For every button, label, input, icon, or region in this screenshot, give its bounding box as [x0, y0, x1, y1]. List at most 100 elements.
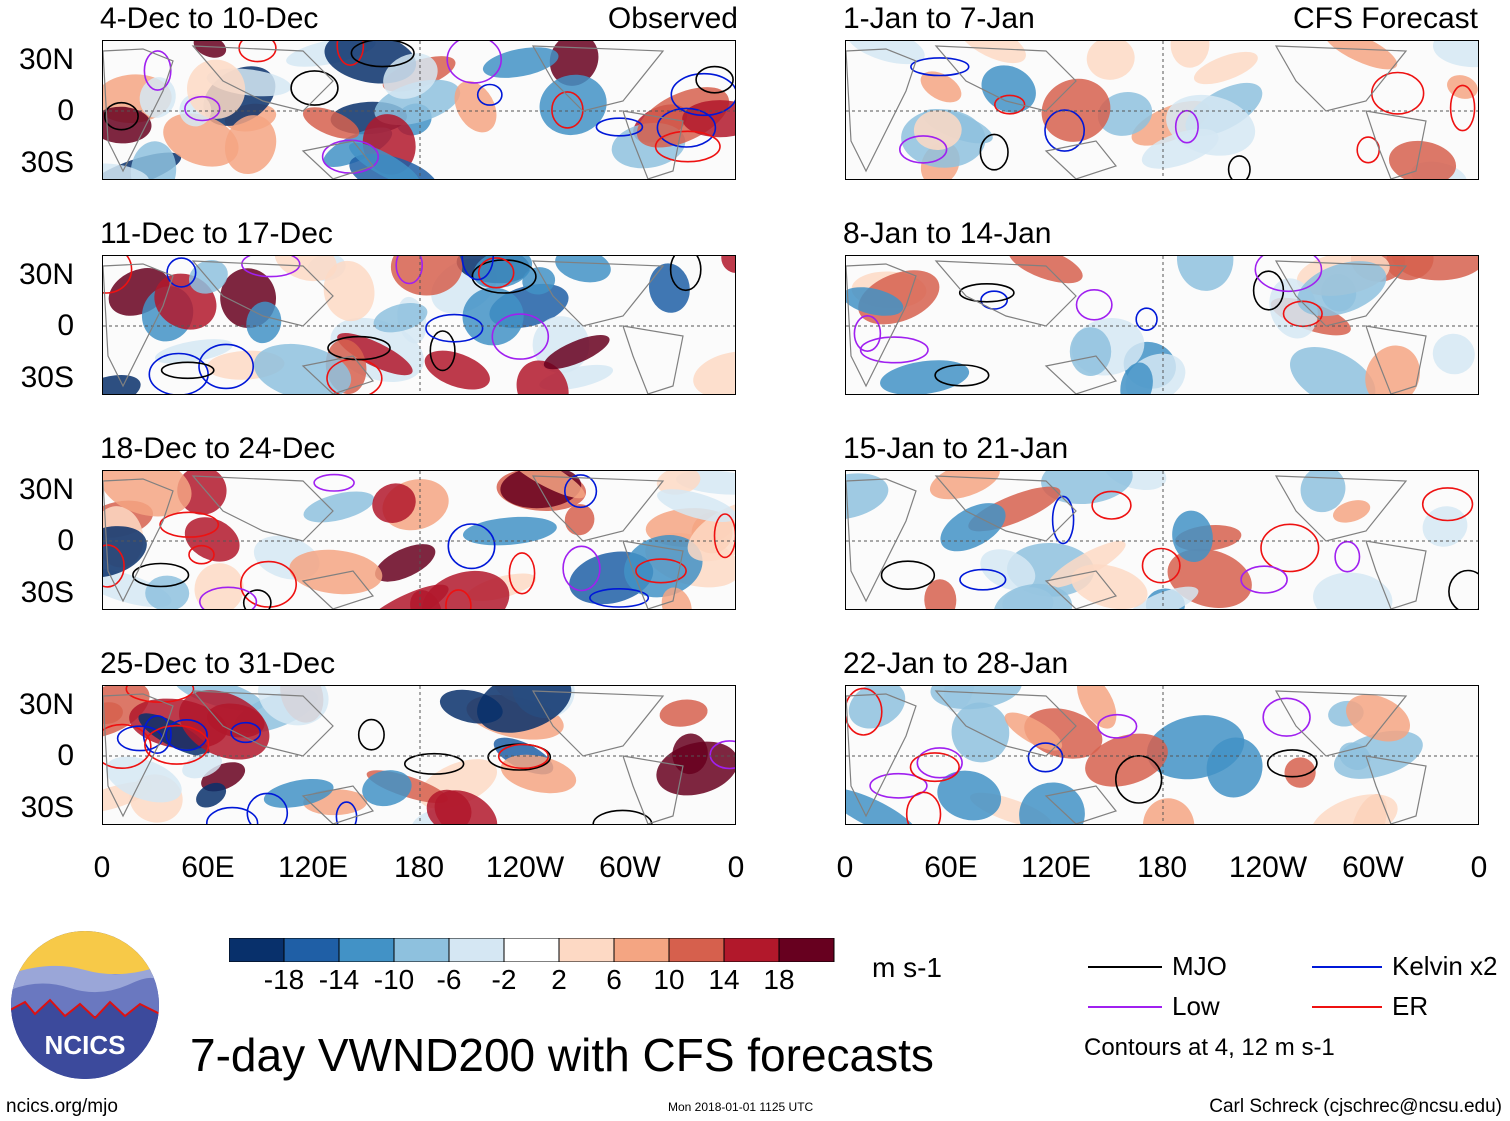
contour-line [695, 65, 734, 94]
anomaly-blob [1008, 256, 1083, 284]
anomaly-blob [1206, 737, 1263, 798]
anomaly-blob [848, 686, 906, 729]
contour-line [1227, 155, 1251, 179]
anomaly-blob [289, 549, 383, 595]
contour-line [184, 95, 221, 122]
anomaly-blob [103, 375, 141, 394]
anomaly-blob [439, 689, 503, 724]
anomaly-blob [1041, 78, 1111, 142]
legend-line-kelvin [1312, 966, 1382, 968]
coastline [622, 755, 684, 824]
contour-line [709, 740, 735, 770]
lon-label: 60W [1342, 851, 1404, 884]
map-panel [102, 470, 736, 610]
anomaly-blob [1422, 506, 1468, 547]
contour-line [125, 686, 195, 703]
coastline [846, 693, 917, 818]
coastline [622, 110, 684, 179]
anomaly-blob [1447, 75, 1478, 99]
anomaly-blob [224, 115, 277, 175]
anomaly-blob [1193, 51, 1258, 85]
contour-line [994, 94, 1026, 115]
anomaly-blob [1120, 362, 1153, 394]
lat-label: 30N [18, 43, 74, 76]
contour-line [461, 256, 494, 281]
contour-line [327, 335, 391, 361]
anomaly-blob [659, 699, 708, 727]
coastline [103, 693, 174, 818]
coastline [1365, 540, 1427, 609]
anomaly-blob [1069, 327, 1112, 376]
anomaly-blob [424, 350, 490, 390]
anomaly-blob [253, 343, 352, 394]
anomaly-blob [1310, 794, 1398, 824]
colorbar-box [558, 938, 615, 962]
anomaly-blob [958, 41, 1026, 64]
anomaly-blob [516, 360, 569, 394]
contour-line [859, 336, 929, 364]
anomaly-blob [182, 753, 223, 779]
colorbar-box [503, 938, 560, 962]
anomaly-blob [1388, 140, 1457, 179]
contour-line [103, 544, 125, 588]
coastline [846, 48, 917, 173]
contour-line [1421, 487, 1474, 522]
contour-line [713, 513, 735, 559]
anomaly-blob [1290, 347, 1376, 394]
map-panel [845, 685, 1479, 825]
lon-label: 0 [1470, 851, 1488, 884]
coastline [934, 45, 1077, 112]
contour-line [148, 352, 209, 394]
panel-title: 4-Dec to 10-Dec [100, 2, 319, 35]
contour-line [1174, 109, 1199, 144]
anomaly-blob [196, 782, 227, 808]
lat-label: 30S [20, 361, 74, 394]
panel-title: 1-Jan to 7-Jan [843, 2, 1035, 35]
colorbar-box [668, 938, 725, 962]
contour-line [508, 552, 536, 595]
legend-line-low [1088, 1006, 1162, 1008]
anomaly-blob [1433, 41, 1478, 68]
anomaly-blob [184, 517, 240, 562]
lon-label: 180 [393, 851, 445, 884]
contour-line [199, 586, 258, 609]
anomaly-blob [1339, 742, 1371, 770]
contour-line [1141, 547, 1181, 584]
legend-line-mjo [1088, 966, 1162, 968]
anomaly-blob [1019, 782, 1085, 824]
website-link[interactable]: ncics.org/mjo [6, 1096, 118, 1117]
contour-line [1135, 307, 1158, 332]
lon-label: 120E [1020, 851, 1092, 884]
coastline [934, 690, 1077, 757]
lon-label: 60E [181, 851, 235, 884]
anomaly-blob [920, 71, 962, 103]
legend-label-kelvin: Kelvin x2 [1392, 951, 1498, 981]
colorbar-label: -18 [263, 964, 305, 995]
contour-line [980, 290, 1009, 310]
map-panel [102, 685, 736, 825]
anomaly-blob [1297, 261, 1387, 317]
anomaly-blob [390, 256, 463, 296]
contour-line [1115, 755, 1163, 804]
contour-line [246, 792, 289, 824]
contour-line [165, 718, 208, 751]
contour-line [670, 72, 735, 117]
colorbar [229, 938, 835, 962]
lon-label: 120E [277, 851, 349, 884]
contour-line [188, 544, 215, 565]
contour-line [1449, 84, 1476, 132]
lat-label: 30S [20, 576, 74, 609]
contour-line [1240, 565, 1288, 594]
contour-line [206, 806, 259, 824]
colorbar-label: -6 [436, 964, 462, 995]
legend-line-er [1312, 1006, 1382, 1008]
contour-line [350, 41, 415, 68]
contour-line [595, 117, 644, 137]
map-panel [845, 470, 1479, 610]
contour-line [846, 687, 883, 736]
lon-label: 60W [599, 851, 661, 884]
contour-line [880, 560, 936, 590]
coastline [191, 475, 334, 542]
panel-title: 8-Jan to 14-Jan [843, 217, 1052, 250]
anomaly-blob [263, 778, 334, 808]
